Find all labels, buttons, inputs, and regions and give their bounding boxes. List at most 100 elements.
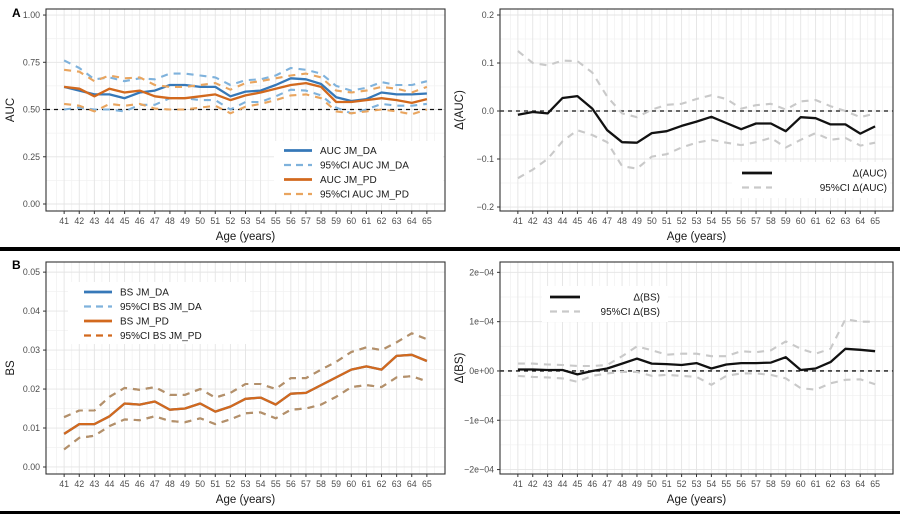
- x-tick-label: 63: [840, 216, 850, 226]
- x-tick-label: 64: [855, 479, 865, 489]
- x-tick-label: 48: [165, 216, 175, 226]
- series-95-ci-auc-jm-pd-lower: [63, 93, 428, 116]
- x-tick-label: 49: [632, 479, 642, 489]
- legend-background: [732, 162, 890, 198]
- x-tick-label: 65: [870, 216, 880, 226]
- x-tick-label: 61: [811, 216, 821, 226]
- x-tick-label: 57: [751, 216, 761, 226]
- x-axis-title: Age (years): [667, 494, 727, 506]
- legend-label: 95%CI BS JM_PD: [120, 331, 202, 342]
- panel-tag: A: [12, 6, 21, 20]
- panel-delta-auc: 41 42 43 44 45 46 47 48 49 50 51 52 53 54 55 56 57 58 59 60…: [450, 0, 900, 247]
- chart-svg: 41 42 43 44 45 46 47 48 49 50 51 52 53 54 55 56 57 58 59 60…: [454, 8, 894, 243]
- series-auc: [517, 94, 876, 144]
- legend-label: 95%CI BS JM_DA: [120, 302, 202, 313]
- x-tick-label: 59: [781, 479, 791, 489]
- legend-label: AUC JM_DA: [320, 146, 377, 157]
- x-tick-label: 54: [256, 216, 266, 226]
- series-95-ci-bs-upper: [517, 318, 876, 368]
- series-bs-jm-pd: [63, 353, 428, 435]
- legend-label: 95%CI Δ(AUC): [820, 183, 887, 194]
- y-tick-labels: −2e−04 −1e−04 0e+00 1e−04 2e−04: [464, 267, 494, 474]
- y-tick-label: 0.1: [482, 58, 494, 68]
- x-tick-label: 42: [74, 216, 84, 226]
- y-tick-labels: 0.00 0.25 0.50 0.75 1.00: [23, 10, 40, 209]
- x-tick-labels: 41 42 43 44 45 46 47 48 49 50 51 52 53 54 55 56 57 58 59 60…: [59, 479, 432, 489]
- legend-label: BS JM_PD: [120, 317, 169, 328]
- x-tick-label: 58: [766, 479, 776, 489]
- y-tick-label: 0.0: [482, 106, 494, 116]
- legend: Δ(AUC) 95%CI Δ(AUC): [732, 162, 890, 198]
- x-tick-label: 54: [706, 216, 716, 226]
- x-tick-label: 56: [286, 216, 296, 226]
- x-tick-label: 63: [392, 216, 402, 226]
- x-tick-label: 46: [587, 479, 597, 489]
- y-tick-label: 0.04: [23, 306, 40, 316]
- y-tick-label: 0.2: [482, 10, 494, 20]
- x-tick-label: 45: [120, 216, 130, 226]
- x-tick-label: 62: [826, 479, 836, 489]
- panel-auc: 41 42 43 44 45 46 47 48 49 50 51 52 53 54 55 56 57 58 59 60…: [0, 0, 450, 247]
- x-tick-label: 55: [721, 216, 731, 226]
- x-tick-label: 49: [632, 216, 642, 226]
- x-tick-label: 52: [677, 216, 687, 226]
- x-tick-label: 49: [180, 216, 190, 226]
- y-axis-title: Δ(BS): [454, 352, 466, 383]
- x-tick-label: 44: [558, 479, 568, 489]
- x-tick-label: 51: [662, 216, 672, 226]
- legend-label: 95%CI AUC JM_DA: [320, 161, 409, 172]
- y-tick-label: 0.50: [23, 105, 40, 115]
- legend-label: 95%CI AUC JM_PD: [320, 190, 409, 201]
- x-tick-label: 50: [195, 479, 205, 489]
- x-tick-label: 58: [316, 216, 326, 226]
- panel-divider-bar: [0, 247, 900, 251]
- legend-background: [542, 286, 668, 322]
- x-tick-label: 47: [602, 479, 612, 489]
- x-axis-title: Age (years): [667, 231, 727, 243]
- x-tick-label: 45: [573, 479, 583, 489]
- x-tick-label: 44: [105, 479, 115, 489]
- y-tick-label: 0.00: [23, 199, 40, 209]
- x-tick-label: 50: [195, 216, 205, 226]
- x-tick-labels: 41 42 43 44 45 46 47 48 49 50 51 52 53 54 55 56 57 58 59 60…: [513, 216, 880, 226]
- x-tick-label: 51: [210, 479, 220, 489]
- legend-label: AUC JM_PD: [320, 175, 377, 186]
- x-tick-label: 61: [811, 479, 821, 489]
- y-axis-title: BS: [5, 360, 17, 376]
- legend: Δ(BS) 95%CI Δ(BS): [542, 286, 668, 322]
- legend-label: 95%CI Δ(BS): [601, 307, 660, 318]
- y-tick-label: 0e+00: [469, 366, 494, 376]
- x-tick-labels: 41 42 43 44 45 46 47 48 49 50 51 52 53 54 55 56 57 58 59 60…: [59, 216, 432, 226]
- axis-ticks: [497, 14, 876, 214]
- x-tick-label: 59: [331, 479, 341, 489]
- x-tick-label: 46: [135, 216, 145, 226]
- series-95-ci-bs-jm-pd-upper: [63, 332, 428, 419]
- x-axis-title: Age (years): [216, 494, 276, 506]
- y-tick-label: 2e−04: [469, 267, 494, 277]
- x-tick-label: 41: [59, 216, 69, 226]
- x-tick-label: 43: [89, 216, 99, 226]
- x-tick-label: 47: [602, 216, 612, 226]
- x-tick-label: 41: [59, 479, 69, 489]
- x-tick-label: 59: [781, 216, 791, 226]
- chart-svg: 41 42 43 44 45 46 47 48 49 50 51 52 53 54 55 56 57 58 59 60…: [454, 261, 894, 506]
- x-tick-label: 55: [271, 216, 281, 226]
- x-tick-label: 65: [422, 216, 432, 226]
- series-95-ci-auc-upper: [517, 50, 876, 119]
- x-tick-label: 61: [362, 216, 372, 226]
- x-tick-label: 49: [180, 479, 190, 489]
- legend: AUC JM_DA 95%CI AUC JM_DA AUC JM_PD 95%CI A…: [274, 141, 443, 203]
- panel-bs: 41 42 43 44 45 46 47 48 49 50 51 52 53 54 55 56 57 58 59 60…: [0, 252, 450, 511]
- x-tick-label: 46: [135, 479, 145, 489]
- axis-ticks: [43, 271, 428, 477]
- axis-ticks: [43, 14, 428, 214]
- x-tick-label: 55: [271, 479, 281, 489]
- x-tick-label: 52: [677, 479, 687, 489]
- y-tick-label: 0.00: [23, 462, 40, 472]
- x-tick-label: 45: [573, 216, 583, 226]
- x-tick-label: 64: [407, 479, 417, 489]
- x-tick-label: 42: [74, 479, 84, 489]
- x-tick-label: 52: [225, 216, 235, 226]
- figure-bottom-bar: [0, 511, 900, 514]
